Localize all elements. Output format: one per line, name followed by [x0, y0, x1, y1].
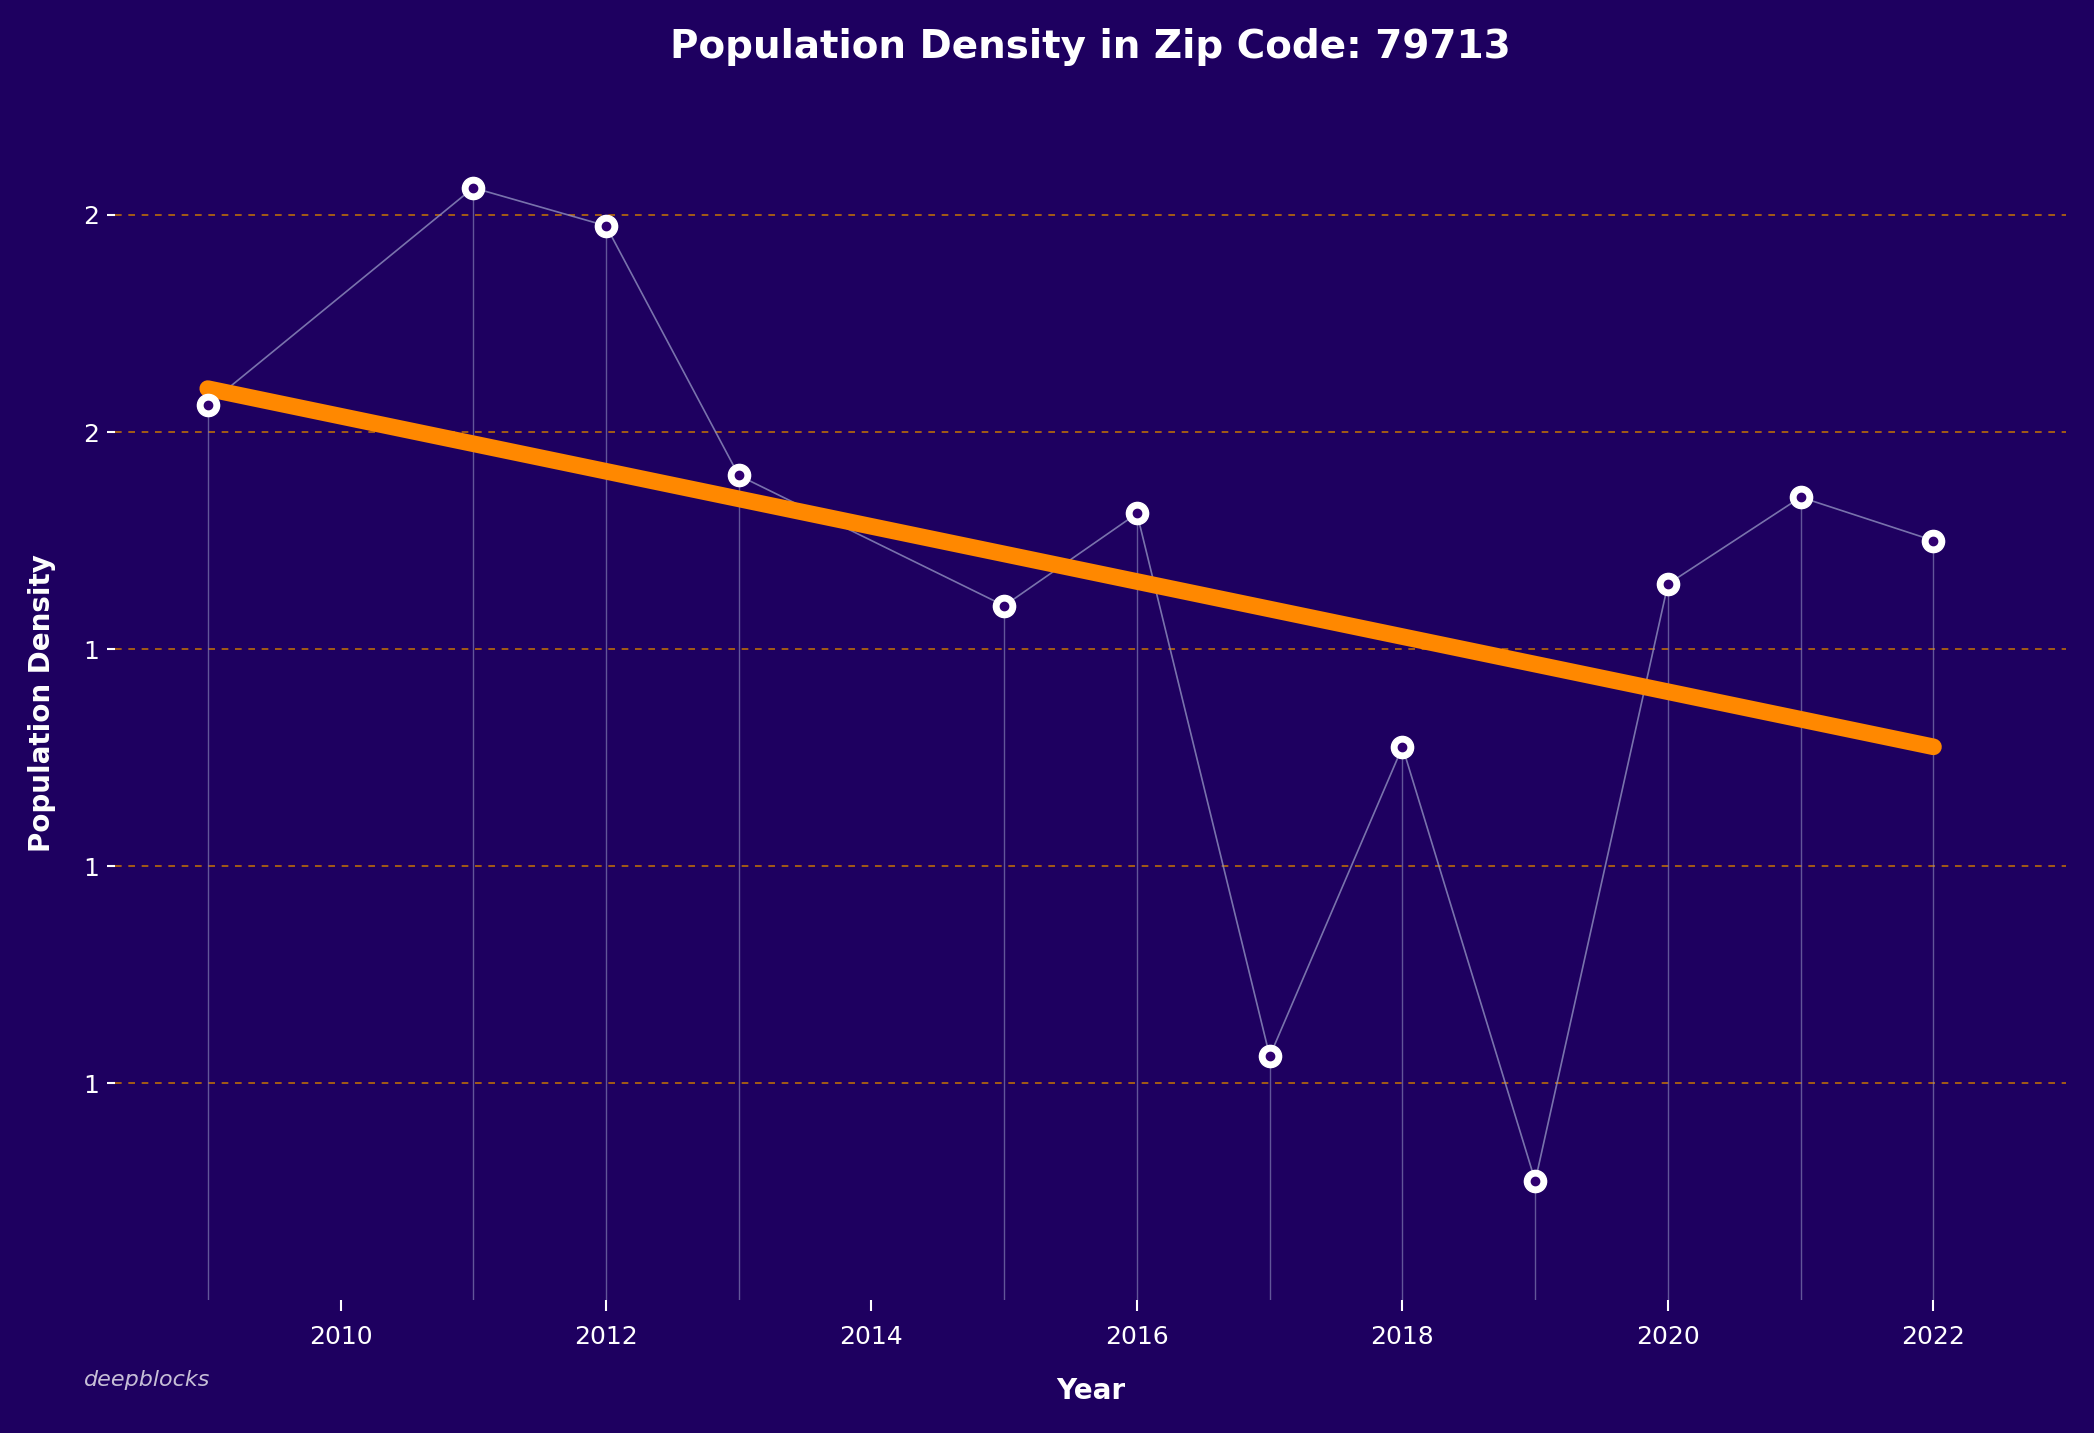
- Text: deepblocks: deepblocks: [84, 1370, 209, 1390]
- Title: Population Density in Zip Code: 79713: Population Density in Zip Code: 79713: [670, 27, 1512, 66]
- X-axis label: Year: Year: [1055, 1377, 1124, 1406]
- Y-axis label: Population Density: Population Density: [27, 555, 57, 853]
